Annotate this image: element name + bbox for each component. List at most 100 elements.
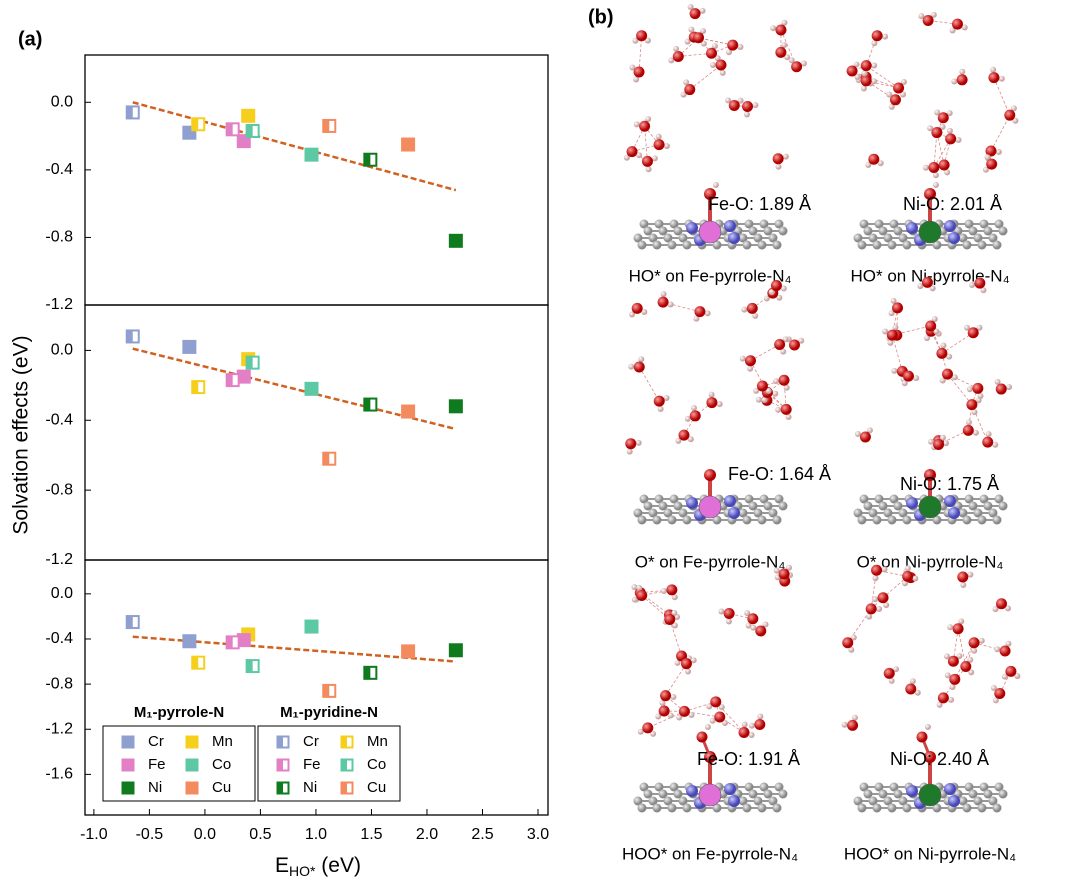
x-tick-label: 2.5 [471,826,493,843]
carbon [682,515,692,525]
carbon [887,240,897,250]
oxygen [639,120,651,132]
hydrogen-bond [936,132,945,166]
hydrogen [930,11,937,18]
oxygen [705,47,717,59]
hydrogen [917,283,924,290]
data-point [191,655,206,670]
carbon [863,789,873,799]
hydrogen-bond [933,132,938,168]
oxygen [846,65,858,77]
marker-fill [182,634,197,649]
oxygen [626,146,638,158]
hydrogen [690,657,697,664]
marker-fill [236,369,251,384]
oxygen [986,158,998,170]
data-point [236,369,251,384]
carbon [757,240,767,250]
bond-label: Ni-O: 2.40 Å [890,749,989,769]
carbon [932,240,942,250]
marker-half [341,759,347,771]
carbon [748,501,758,511]
data-point [363,665,378,680]
marker-fill [241,108,256,123]
hydrogen [713,182,719,188]
hydrogen [960,581,967,588]
legend-label: Cu [212,779,231,796]
nitrogen [724,783,736,795]
carbon [742,515,752,525]
oxygen [928,162,940,174]
legend-label: Mn [212,733,233,750]
oxygen [1004,109,1016,121]
hydrogen-bond [644,126,660,145]
carbon [859,219,869,229]
oxygen [962,424,974,436]
oxygen [916,731,928,743]
carbon [669,494,679,504]
hydrogen [718,608,725,615]
carbon [992,240,1002,250]
data-point [125,105,140,120]
hydrogen [943,653,950,660]
x-tick-label: -1.0 [80,826,108,843]
hydrogen [992,697,999,704]
carbon [639,219,649,229]
hydrogen [660,291,667,298]
hydrogen [788,57,795,64]
hydrogen [918,13,925,20]
hydrogen [946,110,953,117]
carbon [712,240,722,250]
oxygen [774,338,786,350]
data-point [363,152,378,167]
carbon [654,494,664,504]
hydrogen [688,26,695,33]
carbon [872,515,882,525]
carbon [652,240,662,250]
oxygen [633,361,645,373]
carbon [883,508,893,518]
data-point [322,118,337,133]
y-tick-label: 0.0 [51,342,73,359]
molecule [841,564,1021,813]
carbon [968,226,978,236]
hydrogen [939,434,946,441]
legend-label: Ni [148,779,162,796]
hydrogen [637,728,644,735]
hydrogen [913,375,920,382]
hydrogen [914,689,921,696]
hydrogen [741,306,748,313]
carbon [998,226,1008,236]
hydrogen [783,384,790,391]
carbon [772,803,782,813]
oxygen [957,571,969,583]
y-tick-label: -0.8 [45,229,73,246]
hydrogen [1001,673,1008,680]
hydrogen [675,437,682,444]
data-point [191,117,206,132]
metal [918,220,942,244]
carbon [772,240,782,250]
marker-fill [236,633,251,648]
structure-caption: HOO* on Ni-pyrrole-N₄ [844,844,1016,863]
structure-caption: HOO* on Fe-pyrrole-N₄ [622,844,798,863]
y-tick-label: -0.4 [45,411,73,428]
carbon [757,515,767,525]
oxygen [778,374,790,386]
hydrogen [671,622,678,629]
bond-label: Fe-O: 1.64 Å [728,464,831,484]
carbon [893,789,903,799]
hydrogen [904,565,911,572]
hydrogen [939,377,946,384]
hydrogen [700,40,707,47]
carbon [962,515,972,525]
hydrogen [748,732,755,739]
carbon [648,796,658,806]
hydrogen-bond [954,642,975,680]
hydrogen [631,584,638,591]
marker-fill [304,147,319,162]
carbon [742,803,752,813]
nitrogen [906,497,918,509]
hydrogen [773,378,780,385]
hydrogen [781,19,788,26]
